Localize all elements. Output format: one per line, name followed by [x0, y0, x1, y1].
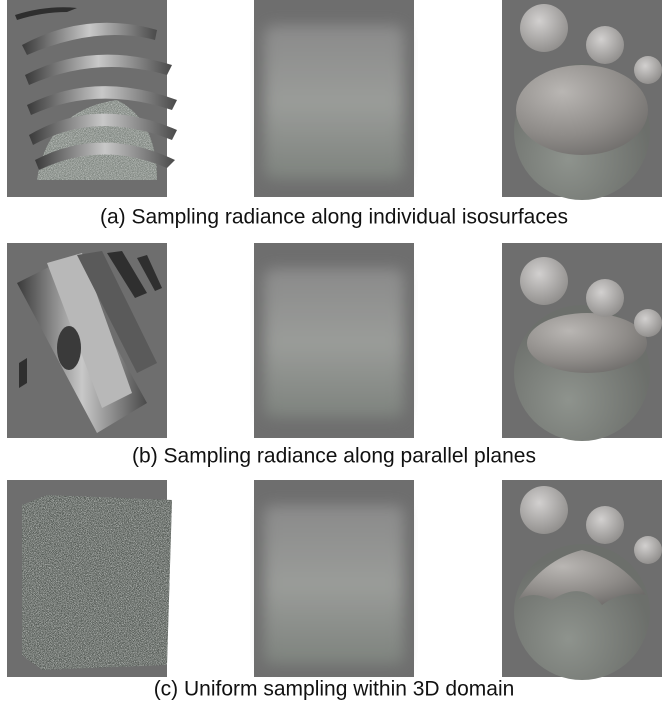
- panel-isosurfaces: [7, 0, 177, 197]
- caption: (a) Sampling radiance along individual i…: [100, 206, 568, 229]
- panel-reference: [502, 480, 662, 680]
- panel-result: [254, 0, 414, 197]
- panel-planes: [7, 243, 167, 438]
- caption: (c) Uniform sampling within 3D domain: [154, 678, 515, 701]
- panel-reference: [502, 243, 662, 441]
- row-a: (a) Sampling radiance along individual i…: [7, 0, 662, 229]
- figure: (a) Sampling radiance along individual i…: [0, 0, 669, 706]
- caption: (b) Sampling radiance along parallel pla…: [132, 445, 536, 468]
- row-c: (c) Uniform sampling within 3D domain: [7, 480, 662, 701]
- panel-uniform: [7, 480, 172, 677]
- panel-result: [254, 243, 414, 438]
- row-b: (b) Sampling radiance along parallel pla…: [7, 243, 662, 468]
- panel-result: [254, 480, 414, 677]
- panel-reference: [502, 0, 662, 200]
